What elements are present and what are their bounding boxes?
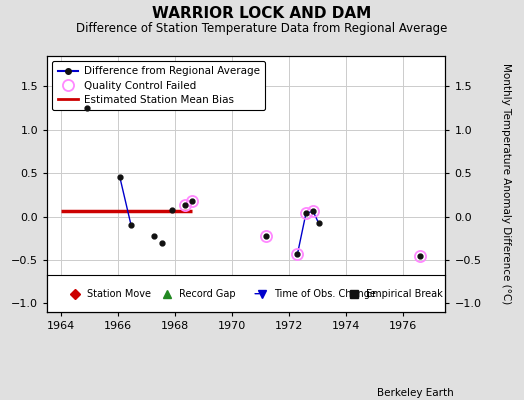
Text: WARRIOR LOCK AND DAM: WARRIOR LOCK AND DAM [152,6,372,21]
Text: Berkeley Earth: Berkeley Earth [377,388,453,398]
Legend: Difference from Regional Average, Quality Control Failed, Estimated Station Mean: Difference from Regional Average, Qualit… [52,61,265,110]
Y-axis label: Monthly Temperature Anomaly Difference (°C): Monthly Temperature Anomaly Difference (… [501,63,511,305]
Text: Difference of Station Temperature Data from Regional Average: Difference of Station Temperature Data f… [77,22,447,35]
